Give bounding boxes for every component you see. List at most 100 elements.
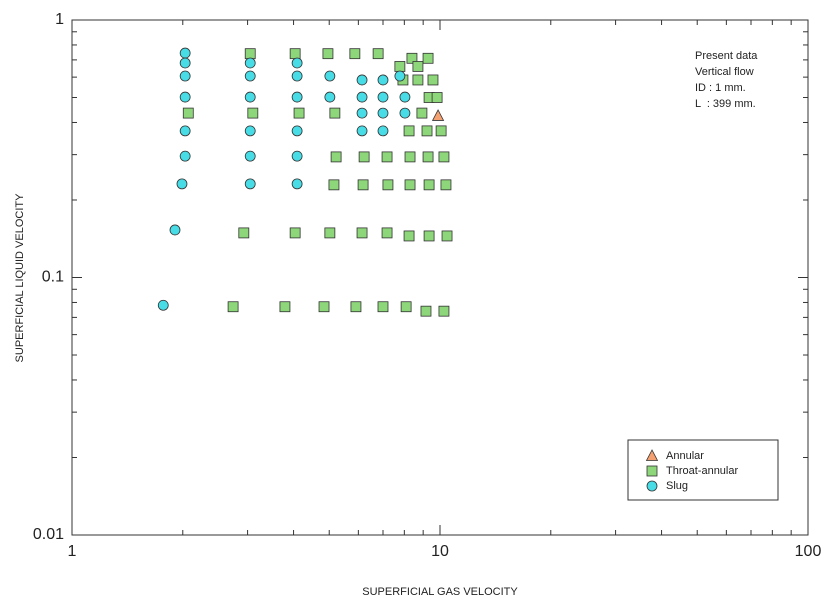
point xyxy=(372,48,384,60)
point xyxy=(179,91,191,103)
point xyxy=(291,57,303,69)
point xyxy=(330,151,342,163)
y-tick-label: 0.01 xyxy=(33,526,64,543)
point xyxy=(179,47,191,59)
annotation: Vertical flow xyxy=(695,66,754,78)
point xyxy=(431,92,443,103)
point xyxy=(420,305,432,317)
point xyxy=(423,179,435,191)
point xyxy=(244,178,256,190)
point xyxy=(322,48,334,60)
point xyxy=(381,227,393,239)
point xyxy=(440,179,452,191)
point xyxy=(441,230,453,242)
point xyxy=(244,125,256,137)
point xyxy=(329,107,341,119)
y-tick-label: 1 xyxy=(55,11,64,28)
y-axis-label: SUPERFICIAL LIQUID VELOCITY xyxy=(14,193,26,363)
point xyxy=(412,74,424,86)
point xyxy=(399,91,411,103)
point xyxy=(356,74,368,86)
point xyxy=(247,107,259,119)
point xyxy=(394,70,406,82)
point xyxy=(438,151,450,163)
x-tick-label: 10 xyxy=(431,543,449,560)
point xyxy=(182,107,194,119)
point xyxy=(179,125,191,137)
annotation: L : 399 mm. xyxy=(695,98,756,110)
point xyxy=(403,230,415,242)
x-tick-label: 1 xyxy=(68,543,77,560)
point xyxy=(289,227,301,239)
point xyxy=(350,301,362,313)
legend-marker xyxy=(645,449,659,461)
point xyxy=(377,74,389,86)
point xyxy=(431,109,445,121)
point xyxy=(422,52,434,64)
point xyxy=(403,125,415,137)
point xyxy=(291,150,303,162)
point xyxy=(435,125,447,137)
point xyxy=(421,125,433,137)
point xyxy=(176,178,188,190)
point xyxy=(244,70,256,82)
point xyxy=(400,301,412,313)
x-tick-label: 100 xyxy=(795,543,822,560)
point xyxy=(291,91,303,103)
y-tick-label: 0.1 xyxy=(42,269,64,286)
legend-marker xyxy=(646,465,658,477)
point xyxy=(356,227,368,239)
point xyxy=(244,150,256,162)
point xyxy=(324,91,336,103)
point xyxy=(377,125,389,137)
point xyxy=(377,91,389,103)
point xyxy=(404,179,416,191)
point xyxy=(427,74,439,86)
point xyxy=(377,301,389,313)
point xyxy=(238,227,250,239)
point xyxy=(318,301,330,313)
point xyxy=(157,299,169,311)
point xyxy=(358,151,370,163)
point xyxy=(357,179,369,191)
point xyxy=(399,107,411,119)
legend-label: Throat-annular xyxy=(666,465,738,477)
x-axis-label: SUPERFICIAL GAS VELOCITY xyxy=(362,586,518,598)
legend-label: Annular xyxy=(666,450,704,462)
point xyxy=(394,61,406,72)
point xyxy=(422,151,434,163)
point xyxy=(356,91,368,103)
point xyxy=(381,151,393,163)
point xyxy=(324,70,336,82)
point xyxy=(382,179,394,191)
point xyxy=(179,70,191,82)
point xyxy=(438,305,450,317)
point xyxy=(349,48,361,60)
point xyxy=(328,179,340,191)
point xyxy=(324,227,336,239)
point xyxy=(404,151,416,163)
point xyxy=(293,107,305,119)
point xyxy=(291,70,303,82)
point xyxy=(244,48,256,60)
point xyxy=(406,52,418,64)
point xyxy=(279,301,291,313)
point xyxy=(377,107,389,119)
point xyxy=(423,230,435,242)
point xyxy=(179,57,191,69)
point xyxy=(412,61,424,72)
point xyxy=(289,48,301,60)
point xyxy=(227,301,239,313)
point xyxy=(356,107,368,119)
point xyxy=(416,107,428,119)
legend-marker xyxy=(646,480,658,492)
point xyxy=(179,150,191,162)
legend-label: Slug xyxy=(666,480,688,492)
point xyxy=(291,125,303,137)
point xyxy=(356,125,368,137)
point xyxy=(291,178,303,190)
annotation: ID : 1 mm. xyxy=(695,82,746,94)
annotation: Present data xyxy=(695,50,758,62)
point xyxy=(244,91,256,103)
